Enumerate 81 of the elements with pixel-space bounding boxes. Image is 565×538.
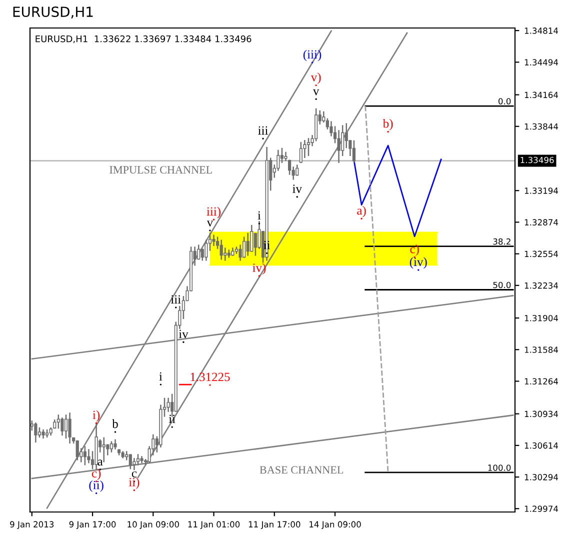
candlestick — [132, 458, 136, 470]
data-label: iii) — [206, 206, 221, 218]
data-label: b — [112, 419, 118, 428]
data-label: a) — [357, 206, 366, 218]
annotation: IMPULSE CHANNEL — [110, 166, 212, 174]
candlestick — [83, 446, 86, 466]
data-label: iii — [170, 295, 181, 304]
candlestick — [306, 138, 310, 156]
x-tick-label: 11 Jan 01:00 — [188, 521, 240, 530]
candlestick — [60, 418, 64, 436]
data-label: i) — [92, 410, 100, 422]
data-label: i — [159, 372, 162, 381]
data-label: (iii) — [303, 50, 322, 62]
y-tick-label: 1.31904 — [524, 314, 558, 322]
ref-line-label: 1.33496 — [520, 156, 554, 164]
candlestick — [110, 441, 114, 452]
candlestick — [299, 142, 302, 163]
y-tick-label: 1.33194 — [524, 188, 558, 194]
series-label: 100.0 — [488, 464, 511, 471]
data-label: c) — [92, 468, 101, 480]
candlestick — [352, 140, 356, 163]
data-label: c — [132, 471, 137, 478]
y-tick-label: 1.33844 — [524, 123, 558, 130]
data-label: 1.31225 — [190, 372, 230, 382]
series-label: 38.2 — [493, 238, 510, 245]
data-label: v — [312, 89, 320, 96]
data-label: i — [258, 211, 261, 220]
x-tick-label: 14 Jan 09:00 — [310, 521, 361, 530]
data-label: v — [206, 220, 214, 227]
y-tick-label: 1.31584 — [524, 346, 558, 353]
text: EURUSD,H1 1.33622 1.33697 1.33484 1.33496 — [36, 35, 252, 44]
candlestick — [246, 232, 250, 256]
candlestick — [34, 422, 38, 442]
y-tick-label: 1.30294 — [524, 474, 558, 480]
annotation: BASE CHANNEL — [260, 466, 344, 474]
x-tick-label: 9 Jan 17:00 — [69, 521, 116, 530]
candlestick — [204, 240, 208, 261]
y-tick-label: 1.34814 — [524, 28, 558, 34]
candlestick — [76, 440, 79, 460]
candlestick — [238, 244, 242, 261]
line-series — [353, 144, 442, 238]
candlestick — [242, 236, 246, 258]
data-label: ii) — [128, 478, 140, 489]
y-tick-label: 1.34494 — [524, 59, 558, 66]
y-tick-label: 1.34164 — [524, 92, 558, 98]
candlestick — [64, 414, 68, 439]
x-tick-label: 10 Jan 09:00 — [128, 521, 179, 530]
y-tick-label: 1.32234 — [524, 282, 558, 289]
x-tick-label: 9 Jan 2013 — [10, 521, 54, 530]
data-label: (ii) — [89, 480, 104, 492]
candlestick — [344, 123, 348, 148]
data-label: v) — [310, 72, 321, 84]
x-tick-label: 11 Jan 17:00 — [248, 521, 300, 530]
y-tick-label: 1.32554 — [524, 250, 558, 258]
legend-label: 50.0 — [493, 282, 511, 288]
candlestick — [250, 224, 254, 252]
data-label: iii — [258, 126, 268, 135]
candlestick — [220, 240, 223, 260]
y-tick-label: 1.30614 — [524, 442, 558, 449]
data-label: b) — [382, 118, 393, 130]
data-label: iv) — [252, 263, 266, 275]
candlestick — [56, 414, 60, 429]
data-label: iv — [178, 330, 188, 338]
candlestick — [224, 248, 227, 261]
candlestick — [337, 130, 340, 163]
candlestick — [68, 412, 72, 444]
y-tick-label: 1.32874 — [524, 219, 558, 226]
y-tick-label: 1.31264 — [524, 378, 558, 385]
candlestick — [254, 232, 258, 256]
data-label: ii — [168, 414, 176, 423]
candlestick — [296, 164, 299, 176]
data-label: a — [98, 460, 103, 466]
y-tick-label: 1.30934 — [524, 410, 558, 418]
data-label: c) — [410, 244, 419, 256]
chart-title: EURUSD,H1 — [13, 6, 93, 18]
candlestick — [128, 454, 132, 470]
candlestick — [212, 234, 216, 246]
data-label: iv — [292, 184, 302, 193]
y-tick-label: 1.29974 — [524, 506, 558, 512]
series-label: 0.0 — [498, 98, 511, 104]
candlestick — [102, 437, 106, 462]
